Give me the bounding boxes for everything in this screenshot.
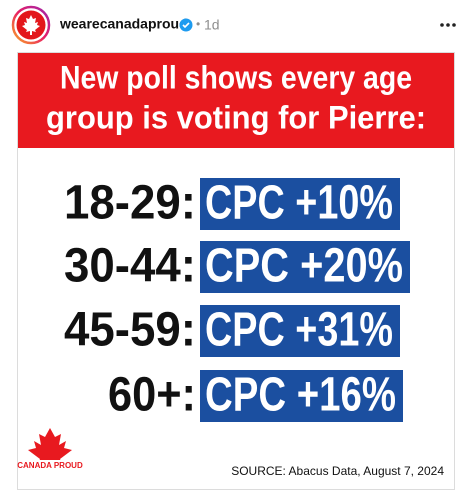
username[interactable]: wearecanadaproud xyxy=(59,16,188,32)
avatar-logo xyxy=(22,15,40,35)
age-group: 60+: xyxy=(108,369,196,422)
result-box xyxy=(200,241,410,293)
age-group: 18-29: xyxy=(64,177,196,230)
source-note: SOURCE: Abacus Data, August 7, 2024 xyxy=(231,464,444,478)
result: CPC +31% xyxy=(205,304,393,357)
post-header: wearecanadaproud • 1d xyxy=(11,5,456,45)
verified-badge xyxy=(179,18,193,32)
result-box xyxy=(200,305,400,357)
title-line: New poll shows every age xyxy=(60,59,412,95)
logo-text: CANADA PROUD xyxy=(17,461,83,470)
title-banner xyxy=(18,53,454,148)
age-group: 30-44: xyxy=(64,240,196,293)
separator: • xyxy=(196,17,200,31)
result-box xyxy=(200,370,403,422)
avatar-ring[interactable] xyxy=(11,5,51,45)
result: CPC +20% xyxy=(205,240,403,293)
result: CPC +10% xyxy=(205,177,393,230)
more-options[interactable] xyxy=(440,23,456,27)
post-time: 1d xyxy=(204,17,220,33)
result-box xyxy=(200,178,400,230)
result: CPC +16% xyxy=(205,369,396,422)
canada-proud-logo: CANADA PROUD xyxy=(17,428,83,472)
age-group: 45-59: xyxy=(64,304,196,357)
title-line: group is voting for Pierre: xyxy=(46,99,426,135)
